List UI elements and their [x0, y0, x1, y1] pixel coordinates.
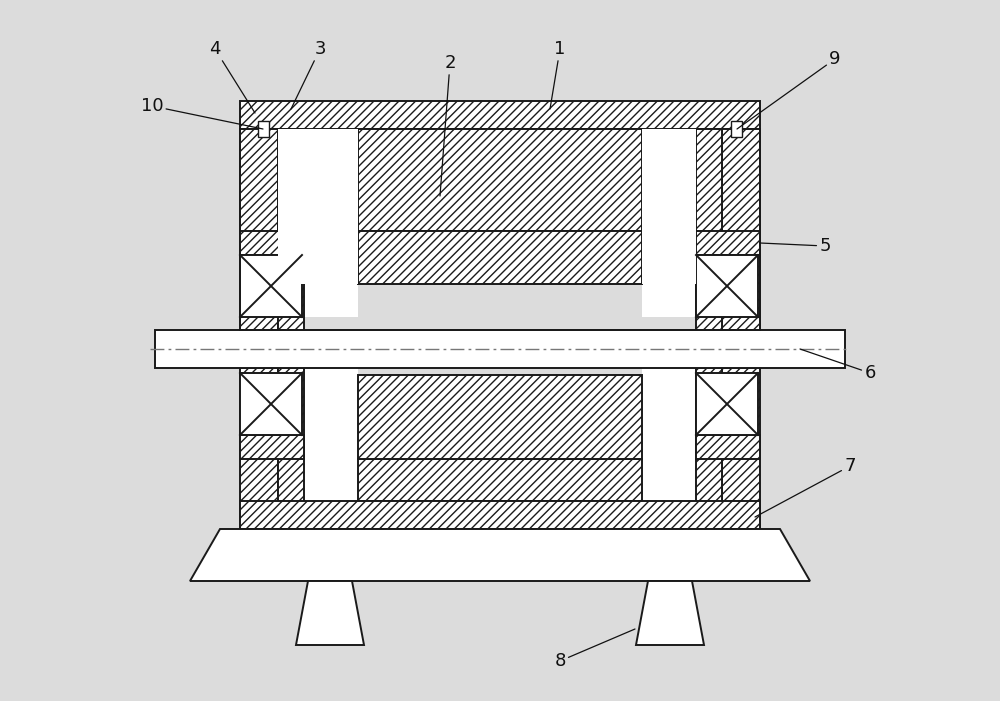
Bar: [696, 368, 722, 529]
Polygon shape: [636, 581, 704, 645]
Bar: [240, 435, 304, 459]
Bar: [731, 121, 742, 137]
Bar: [696, 231, 760, 255]
Text: 10: 10: [141, 97, 263, 129]
Bar: [240, 129, 278, 330]
Bar: [240, 501, 760, 529]
Bar: [722, 129, 760, 330]
Bar: [240, 231, 304, 255]
Bar: [696, 129, 722, 330]
Text: 7: 7: [755, 457, 856, 517]
Text: 6: 6: [800, 349, 876, 382]
Text: 1: 1: [550, 40, 566, 109]
Text: 9: 9: [737, 50, 841, 129]
Bar: [358, 375, 642, 459]
Bar: [642, 129, 696, 231]
Bar: [304, 368, 358, 501]
Text: 8: 8: [554, 629, 635, 670]
Bar: [240, 368, 278, 529]
Bar: [642, 129, 696, 317]
Bar: [278, 368, 304, 529]
Bar: [278, 129, 304, 330]
Bar: [696, 435, 760, 459]
Bar: [358, 459, 642, 501]
Text: 2: 2: [440, 54, 456, 196]
Bar: [240, 373, 302, 435]
Text: 4: 4: [209, 40, 255, 113]
Bar: [722, 368, 760, 529]
Text: 5: 5: [760, 237, 831, 255]
Bar: [278, 129, 358, 231]
Bar: [155, 330, 845, 368]
Bar: [696, 255, 758, 317]
Bar: [358, 231, 642, 284]
Bar: [358, 129, 642, 231]
Bar: [642, 231, 696, 284]
Text: 3: 3: [291, 40, 326, 109]
Polygon shape: [190, 529, 810, 581]
Bar: [642, 368, 696, 501]
Polygon shape: [296, 581, 364, 645]
Bar: [278, 231, 358, 284]
Bar: [304, 129, 358, 317]
Bar: [258, 121, 269, 137]
Bar: [240, 255, 302, 317]
Bar: [696, 373, 758, 435]
Bar: [240, 101, 760, 129]
